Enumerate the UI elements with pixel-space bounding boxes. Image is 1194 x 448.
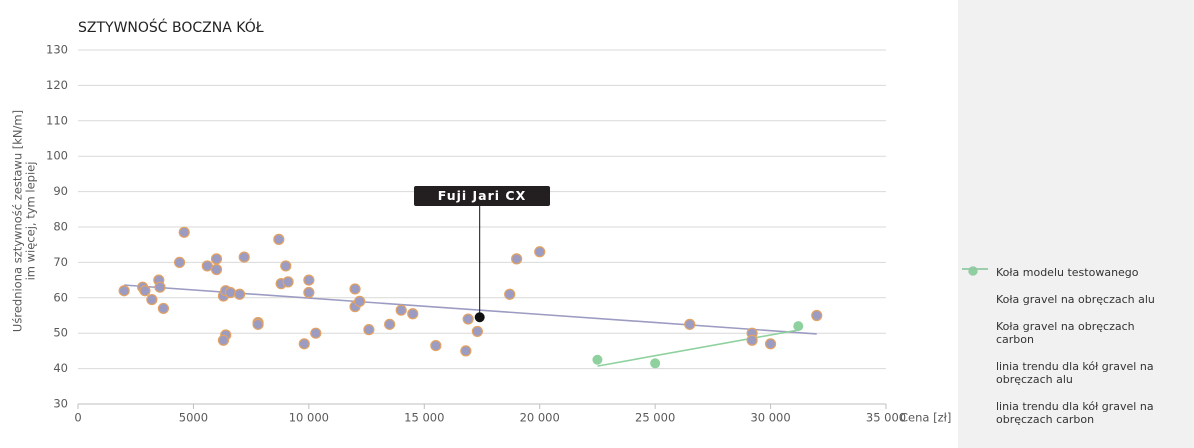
y-tick-label: 120 <box>46 78 68 92</box>
annotation-text: Fuji Jari CX <box>438 188 526 203</box>
x-tick-label: 25 000 <box>635 411 675 425</box>
x-tick-label: 5000 <box>179 411 208 425</box>
point <box>280 260 292 272</box>
y-tick-label: 130 <box>46 43 68 57</box>
legend: Koła modelu testowanego Koła gravel na ob… <box>962 266 1188 440</box>
x-tick-label: 10 000 <box>289 411 329 425</box>
legend-item: Koła modelu testowanego <box>968 266 1188 279</box>
point <box>303 286 315 299</box>
point <box>273 233 285 245</box>
trend-line <box>597 329 799 367</box>
point <box>764 338 777 350</box>
point <box>471 325 483 338</box>
point <box>462 313 474 325</box>
legend-item: linia trendu dla kół gravel na obręczach… <box>962 268 1188 426</box>
point <box>650 358 661 369</box>
legend-swatch <box>962 268 996 363</box>
point <box>303 274 315 286</box>
point <box>460 345 472 357</box>
legend-label: Koła gravel na obręczach carbon <box>996 320 1135 346</box>
point <box>384 318 396 330</box>
point <box>592 354 603 365</box>
point <box>395 304 407 316</box>
y-tick-label: 80 <box>53 220 68 234</box>
legend-label: linia trendu dla kół gravel na obręczach… <box>996 360 1154 386</box>
y-tick-label: 30 <box>53 397 68 411</box>
x-axis-label: Cena [zł] <box>900 411 951 425</box>
point <box>793 321 804 332</box>
y-tick-label: 110 <box>46 113 68 127</box>
point <box>210 263 223 276</box>
annotation: Fuji Jari CX <box>414 186 550 206</box>
point <box>504 288 516 300</box>
x-tick-label: 0 <box>74 411 81 425</box>
legend-label: Koła gravel na obręczach alu <box>996 293 1155 306</box>
point <box>363 324 375 336</box>
y-tick-label: 60 <box>53 290 68 304</box>
point <box>298 338 310 350</box>
point <box>154 281 166 293</box>
y-tick-label: 90 <box>53 184 68 198</box>
point <box>118 285 130 297</box>
point <box>252 318 264 330</box>
point <box>811 309 823 322</box>
point <box>201 260 213 272</box>
legend-label: linia trendu dla kół gravel na obręczach… <box>996 400 1154 426</box>
point <box>234 288 246 300</box>
legend-item: Koła gravel na obręczach alu <box>968 266 1188 306</box>
chart-title: SZTYWNOŚĆ BOCZNA KÓŁ <box>78 18 264 36</box>
x-tick-label: 30 000 <box>750 411 790 425</box>
y-tick-label: 50 <box>53 326 68 340</box>
point <box>157 302 170 315</box>
point <box>238 251 250 263</box>
legend-swatch <box>962 268 996 403</box>
point <box>407 308 419 320</box>
y-axis-label: Uśredniona sztywność zestawu [kN/m] <box>11 110 25 332</box>
x-tick-label: 15 000 <box>404 411 444 425</box>
point <box>139 285 151 297</box>
legend-label: Koła modelu testowanego <box>996 266 1139 279</box>
point <box>146 293 158 306</box>
chart: SZTYWNOŚĆ BOCZNA KÓŁ 30 40 50 60 70 80 90 100 11… <box>0 0 958 448</box>
point <box>684 318 696 330</box>
point <box>354 295 366 307</box>
chart-bg <box>0 0 958 448</box>
point <box>173 256 186 268</box>
legend-item: Koła gravel na obręczach carbon <box>968 266 1188 346</box>
x-tick-label: 35 000 <box>866 411 906 425</box>
y-tick-label: 100 <box>46 149 68 163</box>
y-axis-label: im więcej, tym lepiej <box>24 162 38 281</box>
point <box>511 253 523 265</box>
point <box>349 283 361 295</box>
point <box>217 334 230 346</box>
point <box>430 339 442 352</box>
y-tick-label: 40 <box>53 361 68 375</box>
point <box>224 286 236 299</box>
x-tick-label: 20 000 <box>520 411 560 425</box>
legend-line <box>962 268 988 270</box>
point <box>282 276 294 288</box>
annotation-box <box>414 186 550 206</box>
point <box>534 246 546 258</box>
legend-swatch <box>968 266 996 296</box>
y-tick-label: 70 <box>53 255 68 269</box>
point <box>310 327 322 339</box>
point <box>210 253 223 265</box>
point <box>178 226 190 238</box>
legend-swatch <box>968 266 996 323</box>
legend-item: linia trendu dla kół gravel na obręczach… <box>962 268 1188 386</box>
point <box>746 334 758 346</box>
